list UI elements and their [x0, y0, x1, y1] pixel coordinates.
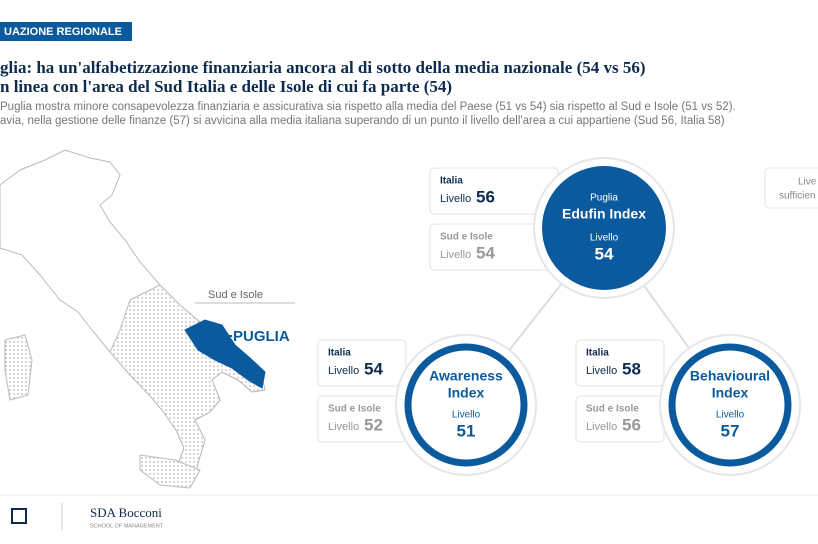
side-note: sufficien: [779, 191, 816, 202]
footer-logo: SDA Bocconi: [90, 505, 162, 520]
comparison-level-label: Livello: [440, 249, 471, 261]
comparison-level-label: Livello: [586, 365, 617, 377]
comparison-label: Sud e Isole: [328, 404, 381, 415]
comparison-level-label: Livello: [328, 421, 359, 433]
comparison-level-label: Livello: [328, 365, 359, 377]
comparison-label: Sud e Isole: [440, 232, 493, 243]
index-name: Edufin Index: [562, 206, 646, 222]
comparison-level-label: Livello: [586, 421, 617, 433]
comparison-box: [317, 339, 407, 387]
index-name: Index: [448, 385, 485, 401]
index-level-label: Livello: [590, 233, 619, 244]
comparison-value: 58: [622, 359, 641, 378]
index-region: Puglia: [590, 193, 618, 204]
index-name: Awareness: [429, 368, 503, 384]
comparison-label: Italia: [328, 348, 351, 359]
index-circle: [404, 343, 528, 467]
subtitle: avia, nella gestione delle finanze (57) …: [0, 115, 725, 127]
index-level-label: Livello: [716, 410, 745, 421]
index-value: 51: [457, 421, 476, 440]
index-level-label: Livello: [452, 410, 481, 421]
comparison-value: 56: [476, 187, 495, 206]
section-badge: [0, 22, 132, 41]
comparison-level-label: Livello: [440, 193, 471, 205]
index-name: Index: [712, 385, 749, 401]
title: glia: ha un'alfabetizzazione finanziaria…: [0, 58, 646, 77]
section-badge-text: UAZIONE REGIONALE: [4, 26, 122, 38]
comparison-label: Italia: [586, 348, 609, 359]
comparison-label: Sud e Isole: [586, 404, 639, 415]
index-value: 57: [721, 421, 740, 440]
index-circle: [668, 343, 792, 467]
side-note: Live: [798, 177, 817, 188]
footer-icon: [11, 508, 27, 524]
comparison-value: 54: [476, 243, 495, 262]
side-note-box: [764, 167, 818, 209]
comparison-value: 54: [364, 359, 383, 378]
footer-logo-sub: SCHOOL OF MANAGEMENT: [90, 523, 164, 529]
index-circle: [542, 166, 666, 290]
index-value: 54: [595, 244, 614, 263]
area-label: Sud e Isole: [208, 289, 263, 301]
title: n linea con l'area del Sud Italia e dell…: [0, 77, 452, 96]
comparison-box: [575, 339, 665, 387]
comparison-label: Italia: [440, 176, 463, 187]
region-label: PUGLIA: [233, 328, 290, 345]
comparison-value: 56: [622, 415, 641, 434]
index-name: Behavioural: [690, 368, 770, 384]
subtitle: Puglia mostra minore consapevolezza fina…: [0, 101, 736, 113]
comparison-value: 52: [364, 415, 383, 434]
